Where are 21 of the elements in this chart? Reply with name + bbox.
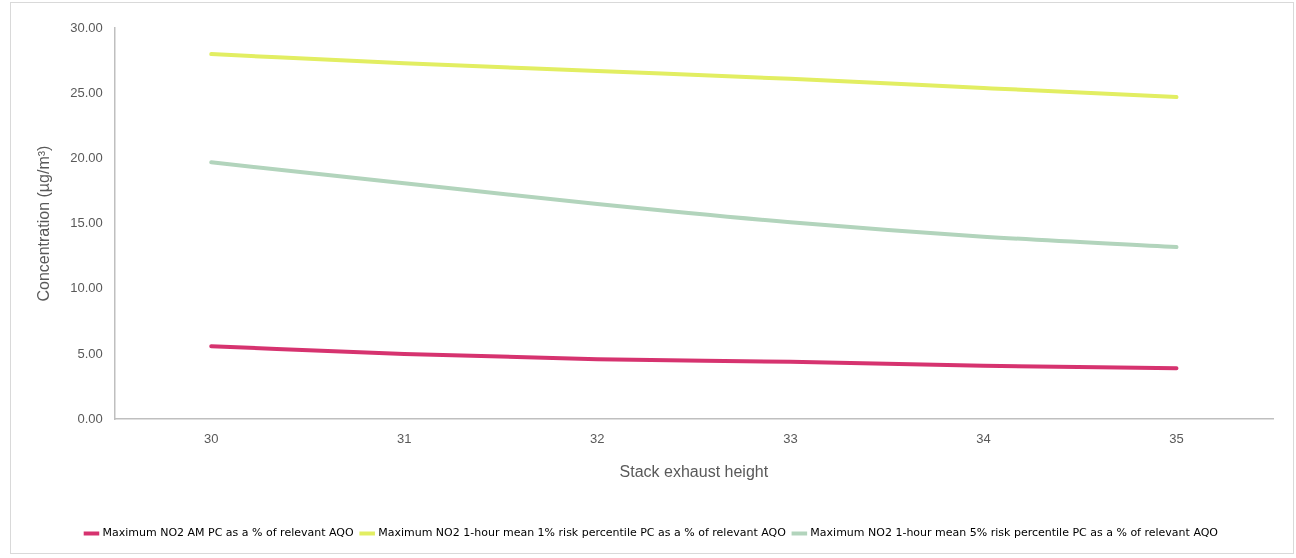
y-tick-label: 20.00 <box>70 149 103 165</box>
y-tick-label: 15.00 <box>70 215 103 231</box>
legend-label: Maximum NO2 AM PC as a % of relevant AQO <box>102 526 355 540</box>
line-series <box>209 344 1179 371</box>
x-tick-label: 32 <box>590 430 605 446</box>
x-tick-label: 31 <box>397 430 412 446</box>
x-tick-label: 33 <box>783 430 798 446</box>
legend-label: Maximum NO2 1-hour mean 5% risk percentile PC as a % of relevant AQO <box>810 526 1219 540</box>
y-tick-label: 10.00 <box>70 280 103 296</box>
x-tick-label: 30 <box>204 430 219 446</box>
legend-label: Maximum NO2 1-hour mean 1% risk percentile PC as a % of relevant AQO <box>378 526 787 540</box>
x-axis-title: Stack exhaust height <box>619 462 769 480</box>
line-series <box>209 52 1179 100</box>
x-tick-label: 35 <box>1169 430 1184 446</box>
line-series <box>209 160 1179 250</box>
x-tick-label: 34 <box>976 430 991 446</box>
y-tick-label: 5.00 <box>77 345 103 361</box>
y-tick-label: 0.00 <box>77 410 103 426</box>
y-tick-label: 30.00 <box>70 19 103 35</box>
y-tick-label: 25.00 <box>70 84 103 100</box>
y-axis-title: Concentration (µg/m³) <box>35 145 53 302</box>
